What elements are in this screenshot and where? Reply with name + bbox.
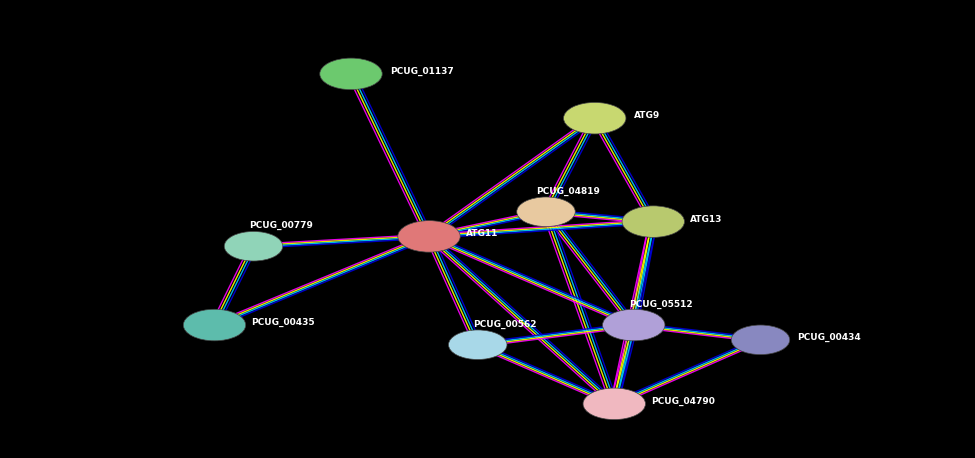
Circle shape [398,221,460,252]
Circle shape [517,197,575,227]
Circle shape [183,309,246,341]
Circle shape [622,206,684,237]
Text: PCUG_00434: PCUG_00434 [798,333,861,342]
Text: ATG11: ATG11 [466,229,498,239]
Text: ATG13: ATG13 [690,215,722,224]
Text: PCUG_04790: PCUG_04790 [651,397,716,406]
Text: PCUG_00562: PCUG_00562 [473,320,536,329]
Circle shape [731,325,790,354]
Text: PCUG_00435: PCUG_00435 [252,318,315,327]
Circle shape [603,309,665,341]
Text: PCUG_05512: PCUG_05512 [629,300,692,309]
Circle shape [448,330,507,360]
Circle shape [224,231,283,261]
Text: PCUG_04819: PCUG_04819 [536,186,601,196]
Text: PCUG_00779: PCUG_00779 [249,221,313,230]
Circle shape [564,103,626,134]
Text: PCUG_01137: PCUG_01137 [390,67,453,76]
Text: ATG9: ATG9 [634,111,660,120]
Circle shape [583,388,645,420]
Circle shape [320,58,382,90]
